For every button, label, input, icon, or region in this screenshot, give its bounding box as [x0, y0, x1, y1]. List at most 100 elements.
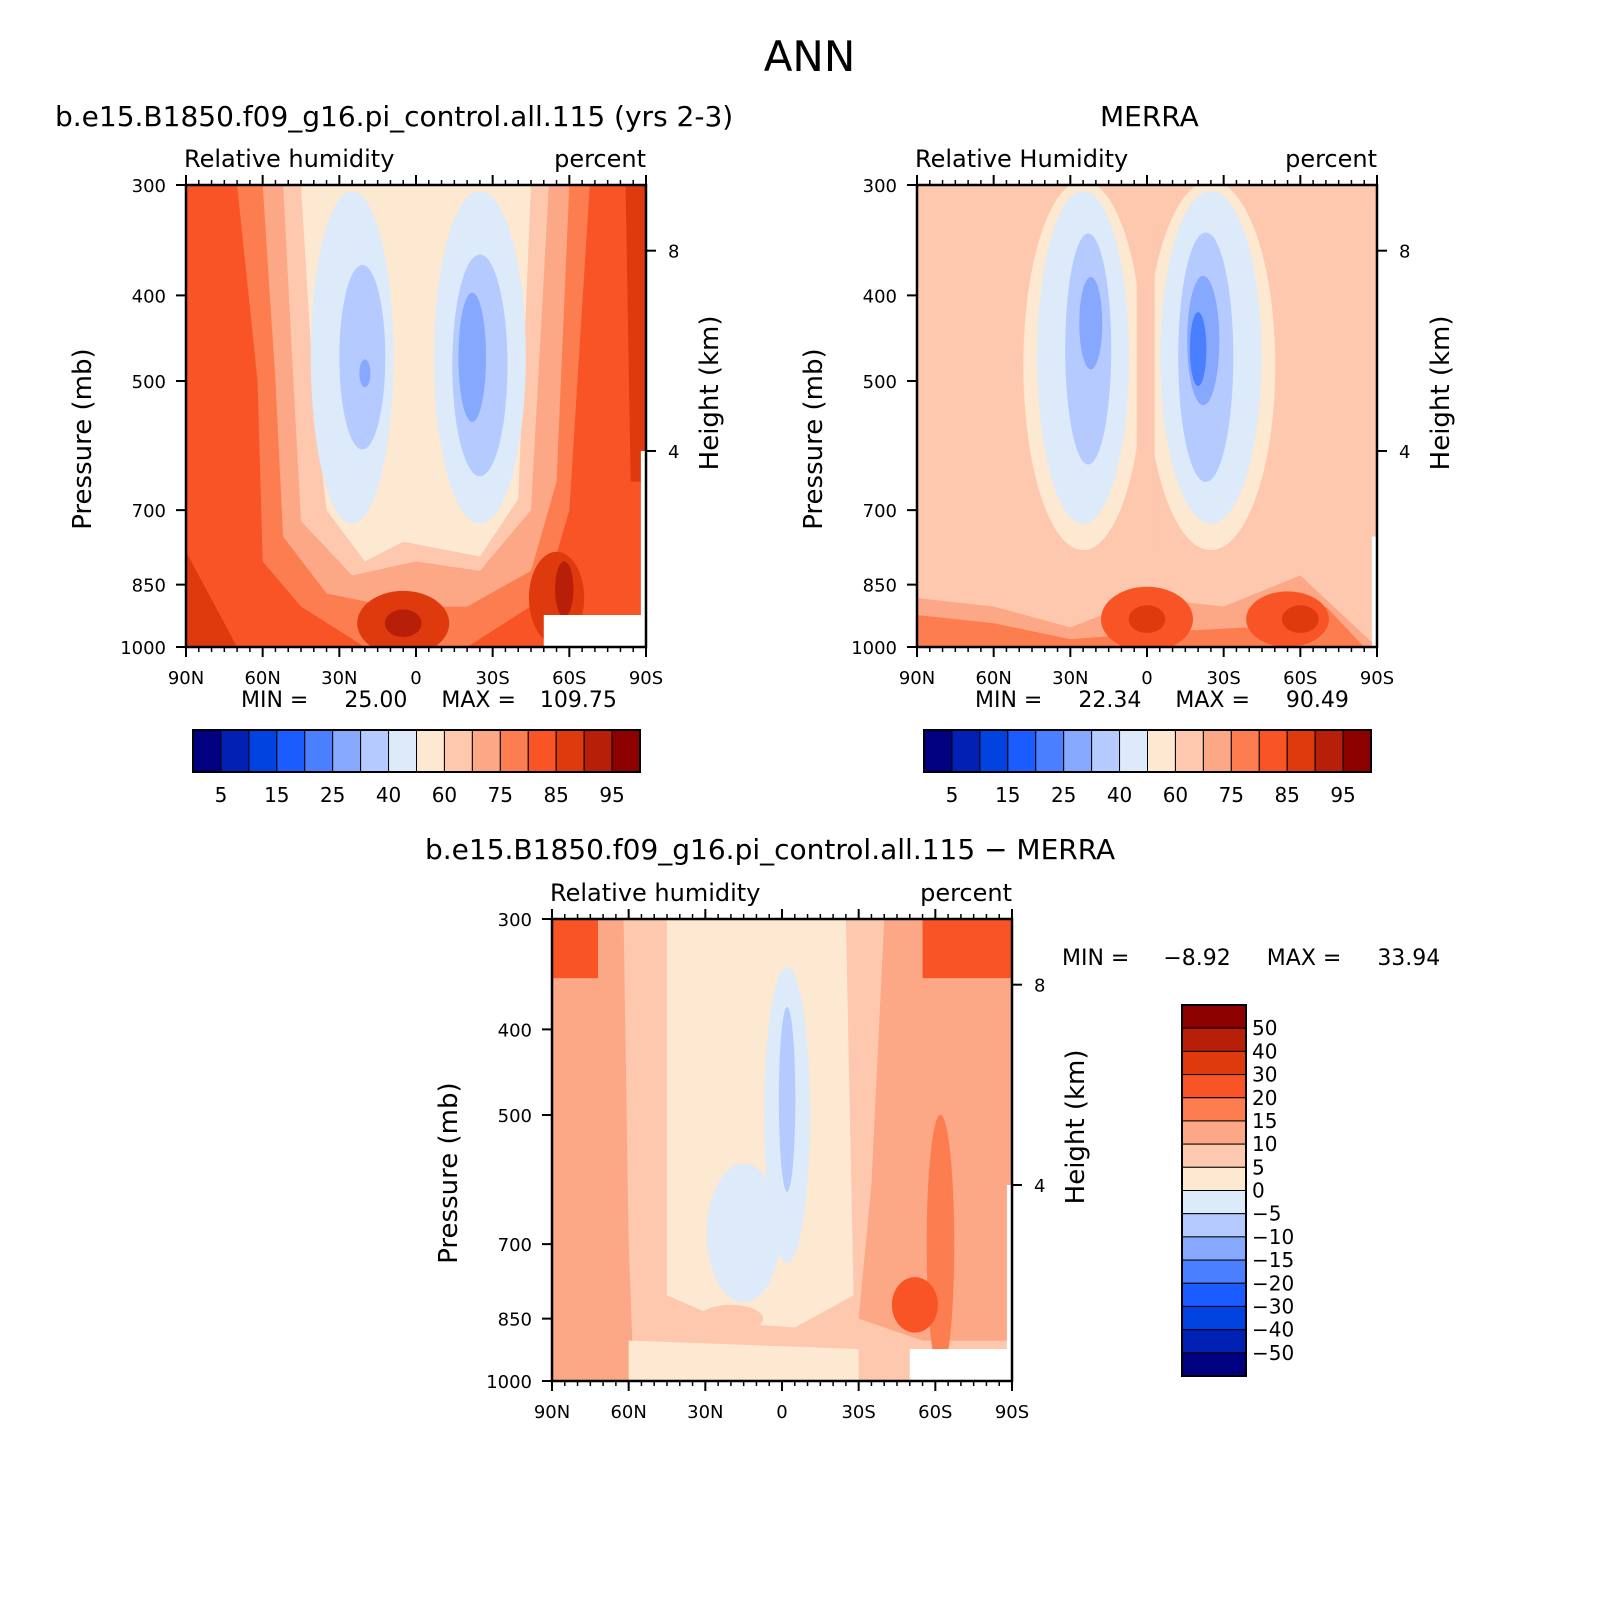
model-colorbar-label: 95 [599, 783, 624, 807]
diff-missing-mask-edge [1006, 1184, 1012, 1350]
obs-missing-mask [1371, 536, 1377, 647]
model-colorbar-swatch [304, 729, 334, 773]
obs-nh-dry-core [1079, 276, 1103, 370]
model-xtick-label: 90N [168, 668, 204, 689]
obs-colorbar: 5 15 25 40 60 75 85 95 [923, 729, 1372, 807]
diff-nh-high-band [552, 919, 634, 1381]
diff-nh-low-5 [698, 1304, 764, 1333]
diff-colorbar-swatch [1181, 1050, 1247, 1076]
model-eq-low-core [384, 609, 422, 638]
model-ytick-label: 850 [132, 576, 166, 597]
obs-colorbar-label: 25 [1051, 783, 1076, 807]
obs-contour-field [917, 185, 1377, 647]
model-y2label: Height (km) [695, 315, 725, 470]
diff-colorbar-swatch [1181, 1143, 1247, 1168]
diff-colorbar-swatch [1181, 1004, 1247, 1029]
obs-xtick-label: 90S [1360, 668, 1394, 689]
diff-xtick-label: 30S [841, 1402, 875, 1423]
model-colorbar-label: 40 [376, 783, 401, 807]
diff-colorbar-label: 15 [1252, 1109, 1277, 1133]
obs-equator-moist [1136, 221, 1155, 552]
model-colorbar-swatch [388, 729, 417, 773]
diff-nh-neg [706, 1163, 781, 1303]
model-sh-dry-core [458, 292, 487, 422]
obs-colorbar-label: 40 [1107, 783, 1132, 807]
obs-colorbar-swatch [979, 729, 1009, 773]
obs-y2tick-label: 8 [1399, 242, 1410, 263]
model-colorbar-swatch [611, 729, 641, 773]
diff-colorbar-swatch [1181, 1329, 1247, 1354]
diff-ytick-label: 850 [498, 1310, 532, 1331]
diff-low-band-0 [628, 1340, 859, 1381]
model-xtick-label: 30S [475, 668, 509, 689]
diff-colorbar-swatch [1181, 1166, 1247, 1191]
diff-ytick-label: 700 [498, 1235, 532, 1256]
model-sh-low-core [555, 561, 574, 617]
diff-y2tick-label: 8 [1034, 976, 1045, 997]
obs-min-label: MIN = [975, 688, 1043, 713]
diff-xtick-label: 90N [534, 1402, 570, 1423]
diff-colorbar-swatch [1181, 1352, 1247, 1377]
diff-colorbar-label: 10 [1252, 1132, 1277, 1156]
model-nh-dry-core [339, 264, 386, 450]
model-colorbar-swatch [220, 729, 250, 773]
model-colorbar-swatch [471, 729, 501, 773]
model-colorbar-swatch [527, 729, 557, 773]
model-colorbar-swatch [248, 729, 278, 773]
diff-colorbar-swatch [1181, 1282, 1247, 1307]
obs-sh-dry-min [1189, 312, 1207, 386]
model-xtick-label: 0 [410, 668, 421, 689]
diff-colorbar-swatch [1181, 1236, 1247, 1261]
model-colorbar-swatch [499, 729, 529, 773]
obs-colorbar-swatch [1174, 729, 1204, 773]
model-ytick-label: 400 [132, 286, 166, 307]
obs-units-label: percent [1285, 145, 1377, 173]
obs-colorbar-swatch [923, 729, 953, 773]
diff-colorbar-label: 20 [1252, 1086, 1277, 1110]
diff-y2label: Height (km) [1061, 1049, 1091, 1204]
model-colorbar-label: 15 [264, 783, 289, 807]
main-title: ANN [763, 32, 856, 81]
obs-minmax: MIN = 22.34 MAX = 90.49 [975, 688, 1349, 713]
model-colorbar-swatch [416, 729, 445, 773]
diff-max-label: MAX = [1266, 946, 1342, 971]
diff-colorbar-label: 50 [1252, 1016, 1277, 1040]
model-colorbar-label: 25 [320, 783, 345, 807]
diff-xtick-label: 60N [610, 1402, 646, 1423]
obs-max-value: 90.49 [1285, 688, 1349, 713]
obs-xtick-label: 30N [1052, 668, 1088, 689]
model-y2tick-label: 4 [668, 442, 679, 463]
obs-colorbar-label: 85 [1274, 783, 1299, 807]
obs-ylabel: Pressure (mb) [799, 348, 829, 529]
model-arctic-moist [186, 551, 238, 647]
diff-colorbar-label: −40 [1252, 1318, 1294, 1342]
obs-colorbar-swatch [1230, 729, 1260, 773]
model-xtick-label: 30N [321, 668, 357, 689]
diff-colorbar-swatch [1181, 1120, 1247, 1145]
diff-colorbar-label: −20 [1252, 1271, 1294, 1295]
obs-y2label: Height (km) [1426, 315, 1456, 470]
diff-xtick-label: 0 [776, 1402, 787, 1423]
diff-colorbar-swatch [1181, 1097, 1247, 1122]
obs-colorbar-swatch [1202, 729, 1232, 773]
obs-colorbar-label: 5 [946, 783, 959, 807]
diff-sh-core-30 [891, 1277, 938, 1333]
diff-min-label: MIN = [1062, 946, 1130, 971]
diff-colorbar-label: 0 [1252, 1179, 1265, 1203]
diff-ylabel: Pressure (mb) [434, 1082, 464, 1263]
diff-colorbar-frame [1181, 1004, 1247, 1377]
diff-sh-top-max [922, 919, 1012, 979]
diff-max-value: 33.94 [1377, 946, 1441, 971]
model-min-label: MIN = [241, 688, 309, 713]
obs-eq-low-core [1128, 605, 1166, 634]
model-colorbar-swatch [192, 729, 222, 773]
model-panel-title: b.e15.B1850.f09_g16.pi_control.all.115 (… [55, 100, 734, 133]
model-y2tick-label: 8 [668, 242, 679, 263]
diff-sh-core-20 [926, 1114, 955, 1374]
diff-eq-neg-core [778, 1006, 796, 1192]
obs-xtick-label: 60N [975, 668, 1011, 689]
obs-ytick-label: 400 [863, 286, 897, 307]
model-colorbar-label: 60 [432, 783, 457, 807]
